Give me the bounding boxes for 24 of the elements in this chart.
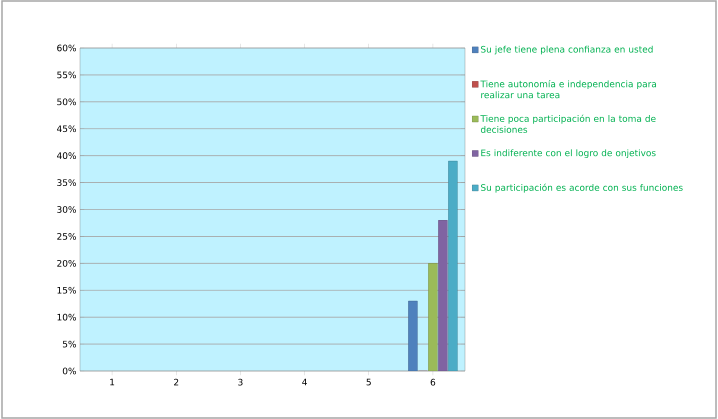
y-tick-label: 5% xyxy=(62,340,76,348)
x-tick-label: 5 xyxy=(366,378,371,386)
legend-label: Su jefe tiene plena confianza en usted xyxy=(481,46,653,54)
y-tick-label: 50% xyxy=(57,98,76,106)
legend-label: Es indiferente con el logro de onjetivos xyxy=(481,149,656,158)
x-tick-label: 4 xyxy=(302,378,307,386)
x-tick-label: 3 xyxy=(238,378,243,386)
legend-label: Su participación es acorde con sus funciones xyxy=(481,184,683,193)
y-tick-label: 0% xyxy=(62,368,76,374)
x-tick-label: 2 xyxy=(174,378,178,386)
legend-label: Tiene autonomía e independencia para realizar una tarea xyxy=(480,80,656,98)
y-tick-label: 55% xyxy=(57,72,76,78)
y-tick-label: 10% xyxy=(58,314,76,321)
y-tick-label: 35% xyxy=(57,179,76,186)
y-tick-label: 40% xyxy=(56,152,76,160)
y-tick-label: 20% xyxy=(57,260,76,267)
x-tick-label: 6 xyxy=(430,378,436,386)
y-tick-label: 60% xyxy=(57,44,76,52)
y-tick-label: 25% xyxy=(57,233,76,240)
legend-label: Tiene poca participación en la toma de decisiones xyxy=(480,114,656,133)
y-tick-label: 45% xyxy=(56,125,76,132)
y-tick-label: 15% xyxy=(58,286,76,294)
y-tick-label: 30% xyxy=(57,206,76,213)
x-tick-label: 1 xyxy=(110,378,114,386)
